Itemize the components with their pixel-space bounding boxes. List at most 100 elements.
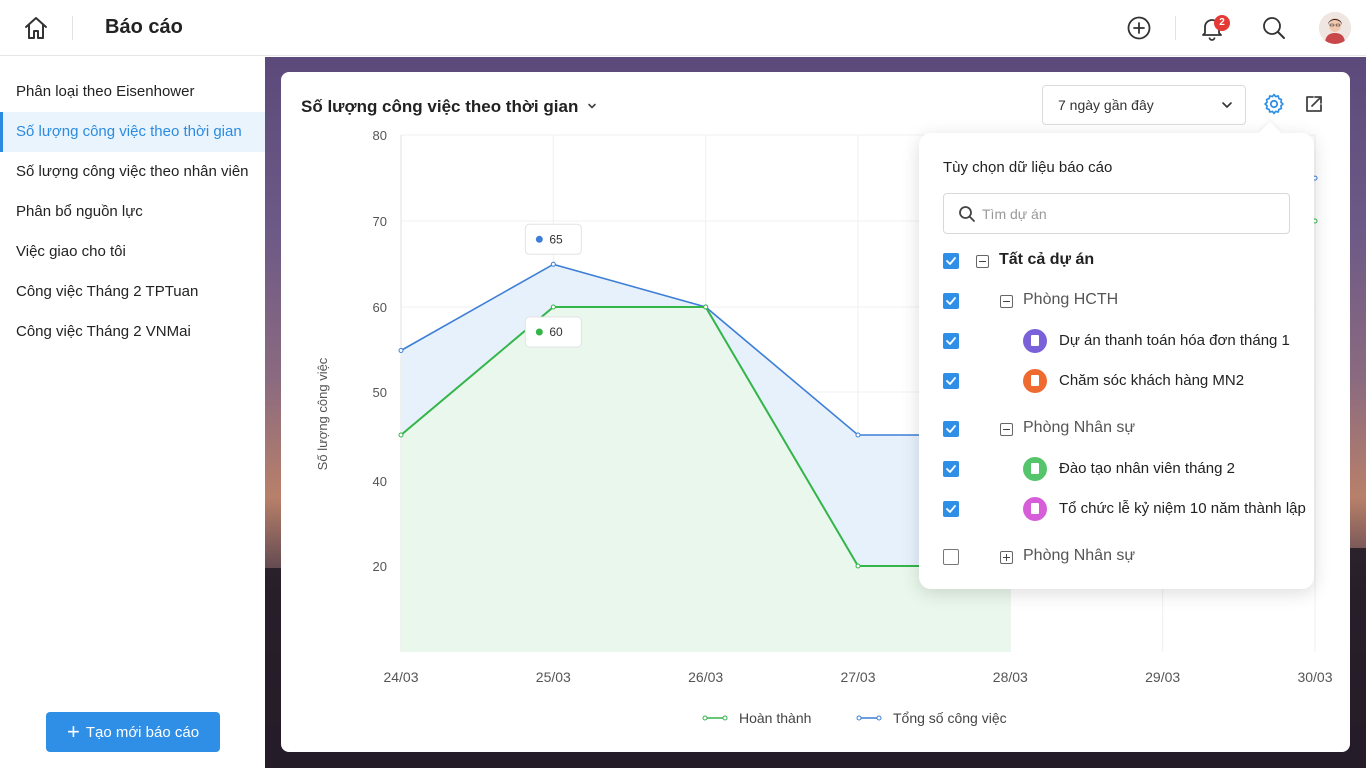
y-tick-label: 50 bbox=[373, 385, 387, 400]
project-icon bbox=[1023, 369, 1047, 393]
data-point-completed bbox=[550, 304, 556, 310]
chevron-down-icon bbox=[586, 97, 598, 117]
search-icon bbox=[957, 204, 977, 224]
total-area bbox=[401, 264, 1011, 566]
x-tick-label: 24/03 bbox=[383, 669, 418, 685]
checkbox-checked[interactable] bbox=[943, 293, 959, 309]
tree-row-phong-hcth[interactable]: Phòng HCTH bbox=[919, 286, 1314, 316]
project-search bbox=[943, 193, 1290, 234]
tree-label: Đào tạo nhân viên tháng 2 bbox=[1059, 460, 1235, 477]
x-tick-label: 28/03 bbox=[993, 669, 1028, 685]
completed-area bbox=[401, 307, 1011, 652]
tree-row-all-projects[interactable]: Tất cả dự án bbox=[919, 246, 1314, 276]
tree-row-project[interactable]: Dự án thanh toán hóa đơn tháng 1 bbox=[919, 326, 1314, 356]
new-report-button[interactable]: + Tạo mới báo cáo bbox=[46, 712, 220, 752]
checkbox-unchecked[interactable] bbox=[943, 549, 959, 565]
tree-row-phong-nhan-su[interactable]: Phòng Nhân sự bbox=[919, 414, 1314, 444]
sidebar: Phân loại theo Eisenhower Số lượng công … bbox=[0, 57, 265, 768]
expand-icon[interactable] bbox=[1000, 551, 1013, 564]
top-bar: Báo cáo 2 bbox=[0, 0, 1366, 56]
tooltip-dot bbox=[535, 328, 543, 336]
x-tick-label: 30/03 bbox=[1297, 669, 1332, 685]
tree-label: Tất cả dự án bbox=[999, 251, 1095, 268]
divider bbox=[1175, 16, 1176, 40]
checkbox-checked[interactable] bbox=[943, 333, 959, 349]
tree-row-project[interactable]: Tổ chức lễ kỷ niệm 10 năm thành lập bbox=[919, 494, 1314, 524]
sidebar-item-eisenhower[interactable]: Phân loại theo Eisenhower bbox=[16, 83, 195, 100]
sidebar-item-tasks-by-employee[interactable]: Số lượng công việc theo nhân viên bbox=[16, 163, 249, 180]
data-point-completed bbox=[855, 563, 861, 569]
divider bbox=[72, 16, 73, 40]
x-tick-label: 27/03 bbox=[840, 669, 875, 685]
y-tick-label: 70 bbox=[373, 214, 387, 229]
y-tick-label: 40 bbox=[373, 474, 387, 489]
legend-marker bbox=[702, 715, 708, 721]
collapse-icon[interactable] bbox=[1000, 423, 1013, 436]
legend-marker bbox=[722, 715, 728, 721]
tooltip-label: 60 bbox=[549, 325, 563, 339]
project-icon bbox=[1023, 497, 1047, 521]
data-point-total bbox=[550, 261, 556, 267]
data-point-completed bbox=[703, 304, 709, 310]
y-tick-label: 20 bbox=[373, 559, 387, 574]
project-icon bbox=[1023, 329, 1047, 353]
tooltip-box bbox=[524, 316, 582, 348]
tree-label: Tổ chức lễ kỷ niệm 10 năm thành lập bbox=[1059, 500, 1306, 517]
report-title-dropdown[interactable]: Số lượng công việc theo thời gian bbox=[301, 97, 598, 117]
search-icon[interactable] bbox=[1260, 14, 1288, 42]
data-point-total bbox=[398, 348, 404, 353]
sidebar-item-resource-allocation[interactable]: Phân bổ nguồn lực bbox=[16, 203, 143, 220]
tree-row-project[interactable]: Chăm sóc khách hàng MN2 bbox=[919, 366, 1314, 396]
export-icon[interactable] bbox=[1302, 92, 1326, 116]
gear-icon[interactable] bbox=[1262, 92, 1286, 116]
y-tick-label: 60 bbox=[373, 300, 387, 315]
checkbox-checked[interactable] bbox=[943, 373, 959, 389]
tree-label: Chăm sóc khách hàng MN2 bbox=[1059, 372, 1245, 389]
sidebar-item-tasks-over-time[interactable]: Số lượng công việc theo thời gian bbox=[0, 112, 265, 152]
y-axis-label: Số lượng công việc bbox=[315, 357, 330, 470]
legend-label: Hoàn thành bbox=[739, 710, 811, 726]
notification-badge: 2 bbox=[1214, 15, 1230, 31]
checkbox-checked[interactable] bbox=[943, 461, 959, 477]
tooltip-box bbox=[524, 223, 582, 255]
report-title: Số lượng công việc theo thời gian bbox=[301, 97, 579, 116]
project-icon bbox=[1023, 457, 1047, 481]
tree-label: Dự án thanh toán hóa đơn tháng 1 bbox=[1059, 332, 1290, 349]
tooltip-dot bbox=[535, 235, 543, 243]
sidebar-item-vnmai[interactable]: Công việc Tháng 2 VNMai bbox=[16, 323, 191, 340]
page-title: Báo cáo bbox=[105, 16, 183, 38]
legend-label: Tổng số công việc bbox=[893, 710, 1007, 726]
tooltip-label: 65 bbox=[549, 232, 563, 246]
date-range-value: 7 ngày gần đây bbox=[1058, 97, 1154, 113]
data-point-completed bbox=[398, 432, 404, 438]
add-icon[interactable] bbox=[1125, 14, 1153, 42]
data-point-total bbox=[855, 432, 861, 438]
popover-title: Tùy chọn dữ liệu báo cáo bbox=[943, 159, 1113, 176]
date-range-select[interactable]: 7 ngày gần đây bbox=[1042, 85, 1246, 125]
data-options-popover: Tùy chọn dữ liệu báo cáo Tất cả dự án Ph… bbox=[919, 133, 1314, 589]
avatar[interactable] bbox=[1319, 12, 1351, 44]
plus-icon: + bbox=[66, 719, 80, 744]
checkbox-checked[interactable] bbox=[943, 501, 959, 517]
tree-row-project[interactable]: Đào tạo nhân viên tháng 2 bbox=[919, 454, 1314, 484]
tree-label: Phòng Nhân sự bbox=[1023, 419, 1136, 436]
sidebar-item-assigned-to-me[interactable]: Việc giao cho tôi bbox=[16, 243, 126, 260]
x-tick-label: 25/03 bbox=[536, 669, 571, 685]
chevron-down-icon bbox=[1221, 86, 1233, 138]
legend-marker bbox=[856, 715, 862, 721]
x-tick-label: 26/03 bbox=[688, 669, 723, 685]
checkbox-checked[interactable] bbox=[943, 421, 959, 437]
checkbox-checked[interactable] bbox=[943, 253, 959, 269]
sidebar-item-tptuan[interactable]: Công việc Tháng 2 TPTuan bbox=[16, 283, 199, 300]
tree-label: Phòng Nhân sự bbox=[1023, 547, 1136, 564]
line-chart: 20 40 50 60 70 80 24/03 25/03 26/03 27/03 28/03 29/… bbox=[315, 128, 1333, 726]
collapse-icon[interactable] bbox=[1000, 295, 1013, 308]
collapse-icon[interactable] bbox=[976, 255, 989, 268]
x-tick-label: 29/03 bbox=[1145, 669, 1180, 685]
legend-marker bbox=[876, 715, 882, 721]
project-search-input[interactable] bbox=[982, 194, 1272, 233]
new-report-label: Tạo mới báo cáo bbox=[85, 723, 200, 741]
tree-label: Phòng HCTH bbox=[1023, 291, 1119, 308]
tree-row-phong-nhan-su-2[interactable]: Phòng Nhân sự bbox=[919, 542, 1314, 572]
home-icon[interactable] bbox=[22, 14, 50, 42]
